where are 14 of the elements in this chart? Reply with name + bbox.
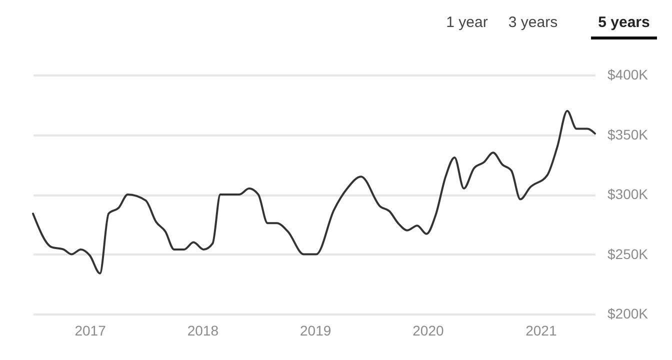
x-tick-label: 2017 [74, 322, 106, 338]
text: 1 year [446, 14, 488, 31]
x-tick-label: 2020 [412, 322, 444, 338]
text: 5 years [598, 14, 650, 31]
y-tick-label: $400K [608, 66, 649, 82]
y-tick-label: $350K [608, 126, 649, 142]
x-tick-label: 2021 [526, 322, 557, 338]
y-tick-label: $250K [608, 246, 649, 262]
x-tick-label: 2019 [300, 322, 332, 338]
y-tick-label: $300K [608, 186, 649, 202]
text: 3 years [508, 14, 558, 31]
x-tick-label: 2018 [187, 322, 219, 338]
y-tick-label: $200K [608, 306, 649, 322]
line-series [32, 110, 596, 274]
